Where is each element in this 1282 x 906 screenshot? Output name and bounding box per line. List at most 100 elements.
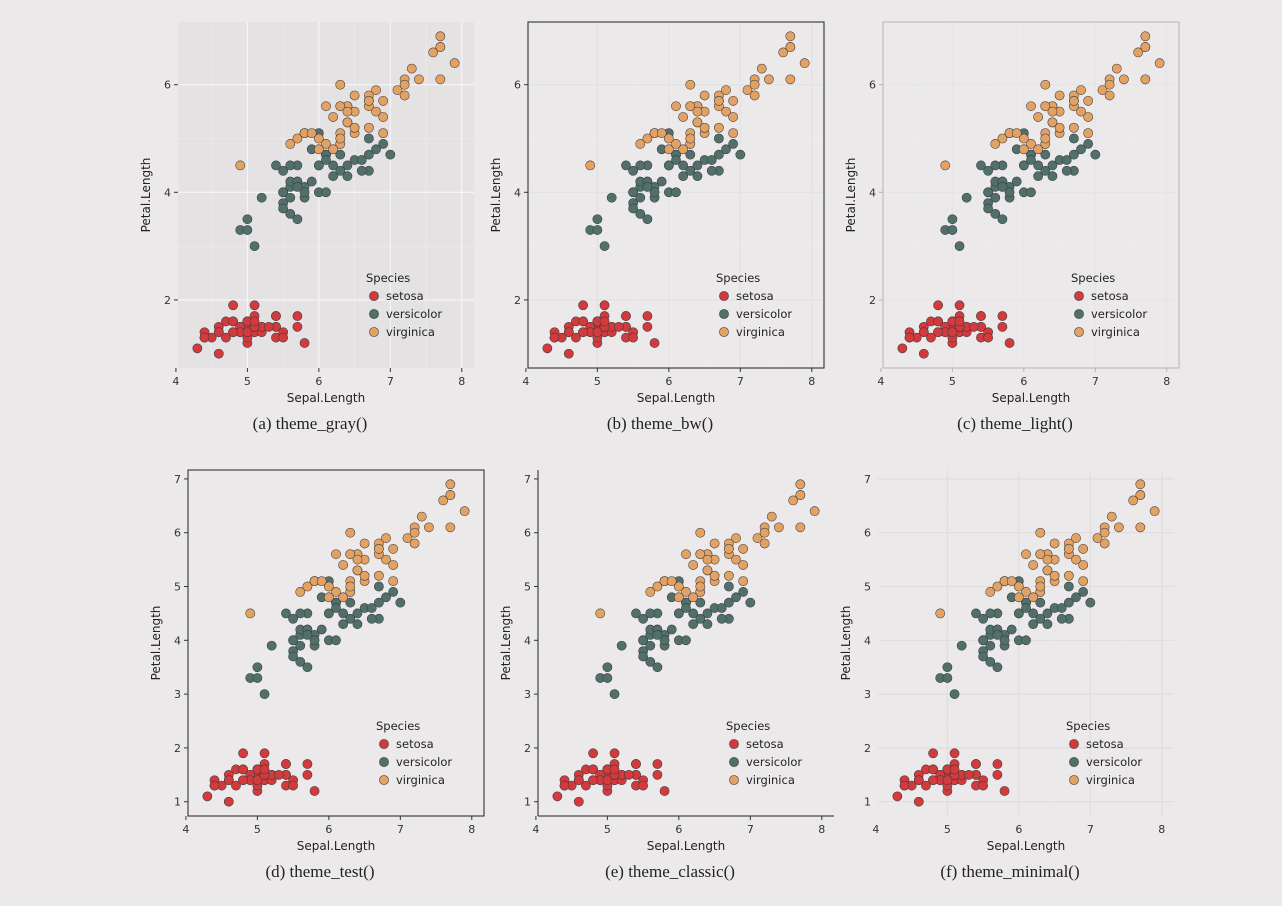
data-point-setosa — [949, 764, 960, 775]
data-point-versicolor — [638, 635, 648, 646]
data-point-versicolor — [1069, 149, 1079, 160]
data-point-versicolor — [673, 608, 684, 619]
data-point-versicolor — [374, 597, 384, 608]
y-tick-label: 6 — [164, 79, 171, 92]
data-point-setosa — [609, 748, 620, 759]
data-point-virginica — [692, 117, 703, 128]
data-point-versicolor — [285, 208, 296, 219]
data-point-versicolor — [366, 613, 377, 624]
y-tick-label: 1 — [524, 796, 531, 809]
data-point-virginica — [709, 570, 720, 581]
data-point-versicolor — [1028, 619, 1039, 630]
data-point-virginica — [652, 581, 663, 592]
data-point-virginica — [990, 139, 1001, 149]
data-point-versicolor — [985, 656, 996, 667]
data-point-virginica — [714, 95, 724, 106]
data-point-virginica — [685, 101, 696, 112]
x-tick-label: 8 — [468, 823, 475, 836]
data-point-virginica — [424, 522, 434, 533]
data-point-virginica — [721, 106, 731, 117]
data-point-versicolor — [271, 160, 281, 171]
data-point-virginica — [399, 90, 410, 101]
data-point-virginica — [731, 554, 741, 565]
data-point-setosa — [259, 748, 270, 759]
y-tick-label: 4 — [514, 186, 521, 199]
data-point-versicolor — [278, 165, 288, 176]
data-point-versicolor — [735, 149, 746, 160]
x-tick-label: 5 — [944, 823, 951, 836]
data-point-virginica — [742, 85, 753, 95]
y-tick-label: 2 — [514, 294, 521, 307]
y-tick-label: 2 — [869, 294, 876, 307]
data-point-virginica — [1026, 101, 1036, 112]
data-point-versicolor — [288, 651, 298, 662]
data-point-setosa — [652, 759, 663, 769]
data-point-virginica — [342, 106, 353, 117]
data-point-virginica — [728, 112, 739, 122]
x-tick-label: 6 — [325, 823, 332, 836]
data-point-versicolor — [328, 171, 339, 182]
data-point-versicolor — [738, 587, 749, 597]
data-point-virginica — [409, 538, 420, 549]
data-point-versicolor — [323, 608, 334, 619]
data-point-setosa — [642, 311, 653, 321]
legend-label-setosa: setosa — [1086, 737, 1124, 751]
data-point-virginica — [1078, 560, 1089, 570]
x-tick-label: 4 — [172, 375, 179, 388]
data-point-versicolor — [671, 187, 681, 198]
data-point-setosa — [278, 332, 288, 343]
data-point-versicolor — [728, 139, 739, 149]
legend-label-setosa: setosa — [396, 737, 434, 751]
panel-border — [527, 21, 825, 369]
data-point-setosa — [578, 300, 588, 311]
legend-key-setosa — [1074, 291, 1084, 301]
y-tick-label: 7 — [864, 473, 871, 486]
legend-key-versicolor — [369, 309, 379, 319]
data-point-setosa — [928, 764, 938, 775]
data-point-versicolor — [606, 192, 617, 203]
data-point-virginica — [681, 549, 691, 560]
data-point-versicolor — [990, 160, 1001, 171]
data-point-setosa — [649, 338, 660, 348]
legend-title: Species — [1066, 719, 1110, 733]
data-point-virginica — [1140, 74, 1151, 85]
data-point-versicolor — [328, 160, 339, 171]
data-point-virginica — [378, 95, 389, 106]
data-point-virginica — [359, 570, 370, 581]
data-point-virginica — [1035, 549, 1046, 560]
legend-label-versicolor: versicolor — [736, 307, 792, 321]
data-point-versicolor — [1035, 597, 1046, 608]
data-point-setosa — [918, 348, 929, 359]
data-point-setosa — [192, 343, 203, 354]
data-point-versicolor — [628, 203, 638, 214]
data-point-setosa — [659, 786, 670, 796]
data-point-virginica — [1033, 112, 1044, 122]
data-point-virginica — [1083, 128, 1094, 139]
data-point-versicolor — [252, 662, 263, 673]
x-tick-label: 6 — [1020, 375, 1027, 388]
data-point-versicolor — [609, 689, 620, 699]
data-point-virginica — [1026, 139, 1036, 149]
data-point-versicolor — [1026, 155, 1036, 165]
data-point-setosa — [913, 775, 924, 786]
x-axis-title: Sepal.Length — [297, 839, 376, 853]
chart-caption: (c) theme_light() — [957, 414, 1073, 433]
data-point-virginica — [1042, 565, 1053, 576]
data-point-versicolor — [259, 689, 270, 699]
x-tick-label: 7 — [747, 823, 754, 836]
data-point-versicolor — [345, 613, 356, 624]
data-point-virginica — [1140, 31, 1151, 42]
data-point-virginica — [759, 527, 770, 538]
data-point-setosa — [968, 321, 979, 332]
y-tick-label: 3 — [174, 688, 181, 701]
data-point-virginica — [1021, 587, 1031, 597]
data-point-virginica — [1040, 101, 1051, 112]
x-tick-label: 8 — [1163, 375, 1170, 388]
data-point-virginica — [688, 592, 699, 603]
data-point-setosa — [228, 316, 238, 327]
data-point-virginica — [764, 74, 774, 85]
data-point-versicolor — [1061, 165, 1072, 176]
data-point-versicolor — [278, 187, 288, 198]
data-point-virginica — [673, 581, 684, 592]
data-point-setosa — [588, 764, 598, 775]
